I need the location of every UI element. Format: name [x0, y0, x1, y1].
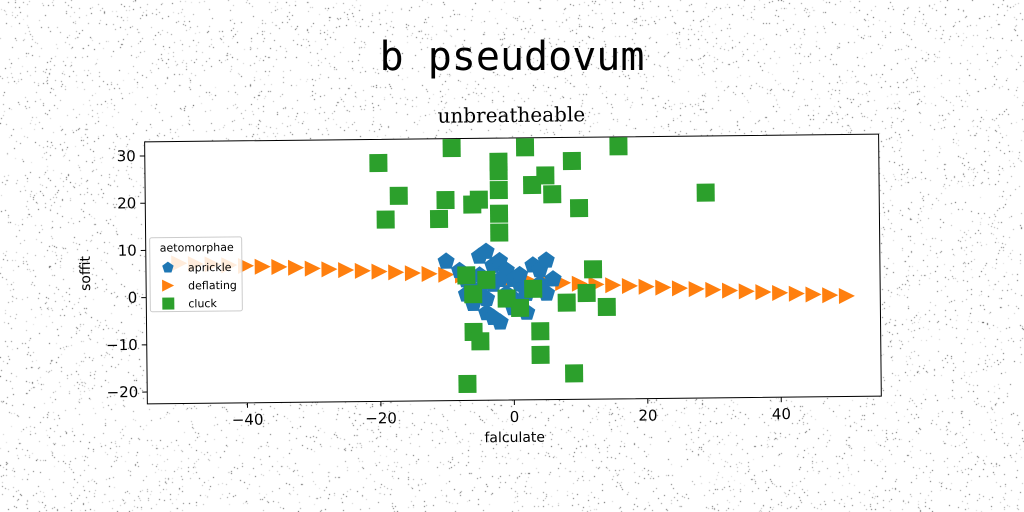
cluck-point — [458, 374, 477, 394]
cluck-point — [557, 293, 576, 312]
legend-label-aprickle: aprickle — [188, 261, 232, 274]
deflating-point — [404, 265, 421, 282]
cluck-point — [490, 223, 509, 242]
x-tick-label: −20 — [365, 409, 397, 427]
cluck-point — [489, 180, 508, 200]
cluck-point — [569, 199, 589, 218]
x-tick-label: −40 — [232, 411, 264, 429]
y-tick-label: 0 — [128, 289, 138, 307]
deflating-point — [371, 263, 388, 280]
y-tick-label: 10 — [118, 242, 137, 260]
y-axis-label: soffit — [78, 255, 94, 291]
deflating-point — [438, 266, 455, 283]
legend-title: aetomorphae — [160, 241, 234, 255]
cluck-point — [376, 210, 395, 229]
x-axis-ticks: −40 −20 0 20 40 — [232, 397, 791, 429]
deflating-point — [287, 259, 305, 276]
deflating-point — [321, 261, 338, 278]
cluck-point — [531, 322, 550, 341]
deflating-point — [721, 282, 739, 299]
deflating-point — [388, 264, 405, 281]
deflating-point — [755, 284, 772, 301]
deflating-point — [705, 281, 722, 298]
y-tick-label: 30 — [117, 147, 136, 165]
y-axis-ticks: −20 −10 0 10 20 30 — [106, 147, 148, 401]
x-tick-label: 20 — [638, 406, 657, 424]
cluck-point — [489, 162, 508, 181]
deflating-point — [354, 262, 371, 279]
cluck-point — [609, 137, 628, 156]
x-tick-label: 0 — [510, 408, 520, 426]
deflating-point — [822, 287, 839, 304]
legend-box — [149, 236, 243, 313]
cluck-point — [389, 186, 408, 205]
deflating-point — [671, 280, 688, 297]
deflating-point — [304, 260, 321, 277]
x-tick-label: 40 — [772, 405, 791, 423]
cluck-point — [696, 183, 715, 202]
cluck-point — [510, 298, 530, 317]
cluck-point — [524, 279, 543, 298]
cluck-point — [471, 332, 490, 351]
cluck-point — [531, 345, 550, 364]
cluck-point — [464, 285, 483, 304]
deflating-point — [738, 283, 755, 300]
cluck-point — [562, 151, 581, 171]
legend-marker-cluck — [162, 297, 175, 310]
aprickle-point — [511, 265, 529, 283]
y-tick-label: 20 — [117, 194, 136, 212]
cluck-point — [436, 190, 455, 210]
cluck-point — [477, 270, 496, 289]
aprickle-point — [437, 252, 455, 269]
cluck-point — [565, 364, 584, 383]
deflating-point — [621, 278, 638, 295]
deflating-point — [271, 259, 288, 276]
deflating-point — [605, 277, 622, 294]
y-tick-label: −20 — [106, 383, 138, 401]
series-cluck — [369, 137, 715, 394]
deflating-point — [788, 285, 805, 302]
chart-title: unbreatheable — [437, 102, 585, 128]
cluck-point — [583, 260, 603, 279]
deflating-point — [571, 275, 588, 292]
cluck-point — [489, 204, 509, 223]
cluck-point — [597, 297, 616, 317]
legend-marker-deflating — [162, 279, 175, 292]
aprickle-point — [537, 251, 555, 268]
cluck-point — [369, 153, 388, 173]
aprickle-point — [544, 270, 562, 287]
cluck-point — [429, 209, 449, 229]
legend-label-cluck: cluck — [188, 297, 217, 310]
cluck-point — [469, 190, 488, 209]
cluck-point — [515, 138, 535, 157]
deflating-point — [655, 279, 672, 296]
aprickle-point — [477, 242, 495, 259]
legend-marker-aprickle — [162, 261, 174, 273]
deflating-point — [254, 258, 271, 275]
y-tick-label: −10 — [106, 336, 138, 354]
deflating-point — [338, 262, 355, 279]
x-axis-label: falculate — [484, 430, 545, 447]
cluck-point — [442, 138, 461, 158]
legend-label-deflating: deflating — [188, 279, 237, 293]
legend-items: aprickle deflating cluck — [162, 261, 237, 310]
aprickle-point — [491, 270, 509, 288]
cluck-point — [543, 185, 562, 204]
cluck-point — [536, 166, 555, 185]
deflating-point — [805, 286, 822, 303]
cluck-point — [457, 266, 476, 285]
deflating-point — [772, 284, 789, 301]
deflating-point — [638, 278, 655, 295]
deflating-point — [688, 281, 705, 298]
deflating-point — [838, 288, 855, 305]
figure-suptitle: b pseudovum — [379, 34, 645, 80]
aprickle-point — [484, 308, 502, 325]
cluck-point — [577, 283, 596, 303]
legend: aetomorphae aprickle deflating cluck — [149, 236, 243, 313]
deflating-point — [421, 265, 438, 282]
